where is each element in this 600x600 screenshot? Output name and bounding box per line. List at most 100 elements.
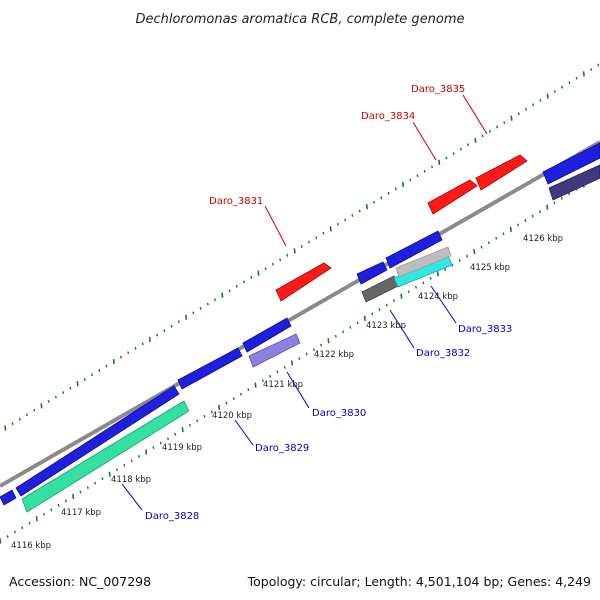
major-tick: [181, 427, 184, 433]
gene-block-blue[interactable]: [177, 347, 243, 390]
gene-block-blue[interactable]: [356, 261, 388, 285]
major-tick: [400, 293, 403, 299]
minor-tick: [503, 121, 506, 124]
major-tick: [365, 204, 368, 210]
minor-tick: [467, 143, 470, 147]
minor-tick: [83, 377, 86, 381]
gene-block-blue[interactable]: [242, 317, 292, 353]
major-tick: [473, 249, 476, 255]
minor-tick: [242, 280, 245, 284]
minor-tick: [174, 432, 177, 436]
gene-block-red[interactable]: [427, 179, 478, 215]
major-tick: [35, 516, 38, 522]
kbp-label: 4118 kbp: [111, 475, 151, 485]
minor-tick: [378, 308, 381, 311]
minor-tick: [568, 192, 571, 196]
gene-block-lavender[interactable]: [248, 333, 301, 368]
gene-block-blue[interactable]: [0, 489, 17, 506]
minor-tick: [33, 408, 36, 412]
minor-tick: [415, 285, 417, 289]
minor-tick: [539, 99, 542, 102]
minor-tick: [11, 422, 14, 425]
minor-tick: [517, 112, 520, 116]
kbp-label: 4121 kbp: [263, 380, 303, 390]
major-tick: [112, 359, 115, 365]
gene-label-daro-3828[interactable]: Daro_3828: [145, 511, 199, 522]
minor-tick: [225, 401, 228, 405]
gene-label-daro-3831[interactable]: Daro_3831: [209, 196, 263, 207]
minor-tick: [18, 417, 21, 421]
minor-tick: [123, 463, 126, 467]
minor-tick: [13, 530, 16, 534]
gene-features: [0, 142, 600, 513]
major-tick: [145, 449, 148, 455]
minor-tick: [64, 499, 67, 503]
minor-tick: [322, 231, 325, 235]
gene-block-red[interactable]: [275, 262, 332, 302]
gene-block-green[interactable]: [21, 400, 190, 513]
minor-tick: [130, 459, 133, 463]
kbp-label: 4123 kbp: [366, 321, 406, 331]
minor-tick: [91, 373, 94, 377]
minor-tick: [264, 267, 267, 271]
gene-block-red[interactable]: [475, 154, 528, 191]
minor-tick: [247, 388, 250, 392]
minor-tick: [261, 379, 264, 383]
minor-tick: [177, 320, 180, 324]
major-tick: [546, 204, 549, 210]
minor-tick: [568, 81, 571, 85]
minor-tick: [279, 258, 282, 262]
kbp-label: 4125 kbp: [470, 263, 510, 273]
minor-tick: [385, 303, 388, 307]
gene-block-blue[interactable]: [385, 230, 443, 269]
minor-tick: [210, 410, 213, 414]
gene-label-daro-3829[interactable]: Daro_3829: [255, 443, 309, 454]
minor-tick: [206, 302, 209, 306]
major-tick: [4, 425, 7, 431]
major-tick: [254, 382, 257, 388]
gene-label-daro-3830[interactable]: Daro_3830: [312, 408, 366, 419]
major-tick: [509, 226, 512, 232]
major-tick: [363, 315, 366, 321]
minor-tick: [358, 209, 361, 213]
major-tick: [546, 93, 549, 99]
minor-tick: [232, 397, 235, 400]
minor-tick: [199, 307, 202, 310]
gene-label-daro-3832[interactable]: Daro_3832: [416, 348, 470, 359]
minor-tick: [356, 321, 359, 325]
gene-block-darkpurple[interactable]: [548, 164, 600, 201]
minor-tick: [228, 289, 231, 293]
minor-tick: [137, 455, 140, 458]
minor-tick: [481, 134, 484, 138]
genome-summary-text: Topology: circular; Length: 4,501,104 bp…: [247, 574, 591, 589]
minor-tick: [286, 253, 289, 257]
gene-label-daro-3835[interactable]: Daro_3835: [411, 84, 465, 95]
kbp-label: 4119 kbp: [162, 443, 202, 453]
minor-tick: [312, 348, 315, 351]
inner-tick-row: [0, 174, 600, 544]
gene-label-daro-3833[interactable]: Daro_3833: [458, 324, 512, 335]
minor-tick: [235, 284, 238, 288]
minor-tick: [459, 147, 462, 151]
gene-label-daro-3834[interactable]: Daro_3834: [361, 111, 415, 122]
minor-tick: [62, 391, 65, 394]
kbp-label: 4120 kbp: [212, 411, 252, 421]
minor-tick: [134, 346, 137, 350]
minor-tick: [271, 262, 274, 266]
minor-tick: [488, 130, 491, 133]
gene-block-blue[interactable]: [542, 142, 600, 185]
minor-tick: [141, 342, 144, 346]
minor-tick: [98, 369, 101, 372]
gene-block-blue[interactable]: [15, 385, 180, 497]
major-tick: [218, 404, 221, 411]
minor-tick: [152, 446, 155, 449]
minor-tick: [380, 196, 383, 200]
gene-block-lightgray[interactable]: [395, 246, 452, 278]
minor-tick: [203, 414, 206, 418]
minor-tick: [480, 245, 483, 249]
minor-tick: [351, 214, 354, 217]
minor-tick: [553, 90, 556, 93]
minor-tick: [127, 351, 130, 355]
minor-tick: [466, 254, 468, 258]
minor-tick: [298, 357, 301, 360]
